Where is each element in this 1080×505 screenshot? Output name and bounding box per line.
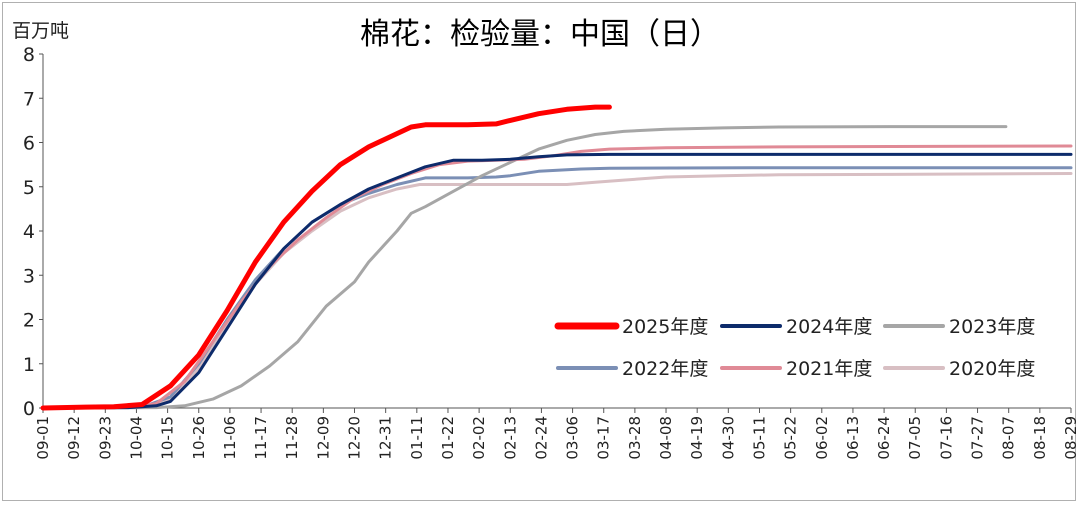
x-tick-label: 09-01: [34, 416, 52, 460]
x-tick-label: 05-11: [750, 416, 768, 460]
x-tick-label: 08-18: [1031, 416, 1049, 460]
y-tick-label: 3: [23, 265, 35, 287]
x-tick-label: 01-22: [439, 416, 457, 460]
x-tick-label: 02-13: [501, 416, 519, 460]
series-lines: [40, 104, 1073, 411]
x-tick-label: 12-20: [346, 416, 364, 460]
legend: 2025年度 2024年度 2023年度 2022年度 2021年度 2020年度: [554, 316, 1035, 380]
legend-label: 2021年度: [786, 358, 872, 380]
y-tick-label: 6: [23, 133, 35, 155]
x-tick-label: 02-24: [532, 416, 550, 460]
x-axis-ticks: 09-01 09-12 09-23 10-04 10-15 10-26 11-06 11-17…: [34, 408, 1080, 460]
legend-label: 2023年度: [949, 316, 1035, 338]
x-tick-label: 02-02: [470, 416, 488, 460]
x-tick-label: 06-24: [875, 416, 893, 460]
legend-label: 2020年度: [949, 358, 1035, 380]
x-tick-label: 03-06: [564, 416, 582, 460]
y-axis-ticks: 0 1 2 3 4 5 6 7 8: [23, 44, 43, 420]
y-tick-label: 2: [23, 310, 35, 332]
x-tick-label: 04-19: [688, 416, 706, 460]
x-tick-label: 07-05: [906, 416, 924, 460]
y-tick-label: 1: [23, 354, 35, 376]
x-tick-label: 12-09: [314, 416, 332, 460]
x-tick-label: 04-08: [657, 416, 675, 460]
legend-label: 2025年度: [622, 316, 708, 338]
x-tick-label: 03-17: [595, 416, 613, 460]
legend-label: 2022年度: [622, 358, 708, 380]
x-tick-label: 10-26: [190, 416, 208, 460]
chart-title: 棉花：检验量：中国（日）: [360, 17, 720, 52]
x-tick-label: 09-23: [96, 416, 114, 460]
y-tick-label: 0: [23, 398, 35, 420]
x-tick-label: 09-12: [65, 416, 83, 460]
series-line-2025: [40, 104, 612, 411]
y-tick-label: 4: [23, 221, 35, 243]
x-tick-label: 06-13: [844, 416, 862, 460]
series-line-2024: [41, 152, 1073, 410]
x-tick-label: 12-31: [377, 416, 395, 460]
x-tick-label: 10-04: [127, 416, 145, 460]
legend-label: 2024年度: [786, 316, 872, 338]
y-tick-label: 8: [23, 44, 35, 66]
x-tick-label: 11-06: [221, 416, 239, 460]
y-tick-label: 7: [23, 88, 35, 110]
x-tick-label: 08-29: [1062, 416, 1080, 460]
x-tick-label: 03-28: [626, 416, 644, 460]
series-line-2023: [41, 125, 1008, 410]
x-tick-label: 05-22: [782, 416, 800, 460]
x-tick-label: 06-02: [813, 416, 831, 460]
y-axis-unit-label: 百万吨: [12, 20, 69, 42]
x-tick-label: 08-07: [1000, 416, 1018, 460]
y-tick-label: 5: [23, 177, 35, 199]
series-line-2020: [41, 172, 1073, 410]
x-tick-label: 07-16: [937, 416, 955, 460]
x-tick-label: 10-15: [159, 416, 177, 460]
x-tick-label: 01-11: [408, 416, 426, 460]
x-tick-label: 11-17: [252, 416, 270, 460]
x-tick-label: 11-28: [283, 416, 301, 460]
x-tick-label: 04-30: [719, 416, 737, 460]
x-tick-label: 07-27: [969, 416, 987, 460]
